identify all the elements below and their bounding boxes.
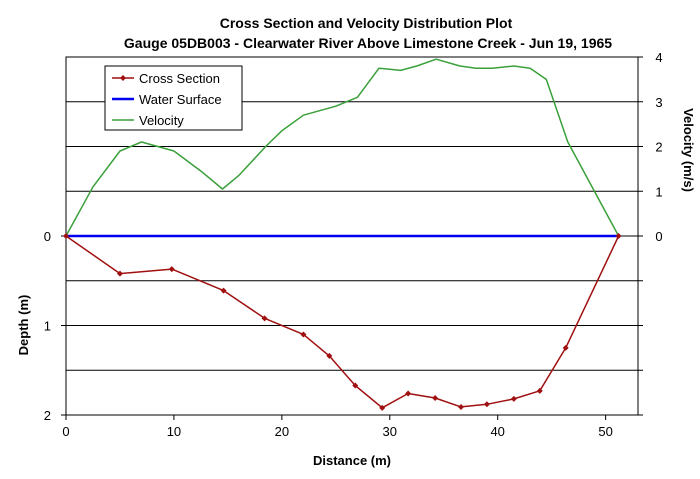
legend: Cross Section Water Surface Velocity — [104, 65, 243, 131]
data-point-cross-section — [220, 287, 227, 294]
legend-item-velocity: Velocity — [112, 113, 184, 128]
velocity-tick-label: 4 — [655, 50, 662, 65]
velocity-tick-label: 3 — [655, 95, 662, 110]
depth-tick-label: 2 — [44, 408, 51, 423]
velocity-tick-label: 1 — [655, 184, 662, 199]
series-layer — [63, 58, 622, 411]
data-point-cross-section — [300, 331, 307, 338]
data-point-cross-section — [615, 233, 622, 239]
data-point-cross-section — [405, 390, 412, 397]
depth-axis: 0 1 2 — [44, 229, 66, 423]
depth-tick-label: 1 — [44, 319, 51, 334]
chart-subtitle: Gauge 05DB003 - Clearwater River Above L… — [124, 35, 612, 51]
data-point-cross-section — [536, 387, 543, 394]
data-point-cross-section — [326, 352, 333, 359]
x-tick-label: 10 — [167, 424, 181, 439]
chart-title: Cross Section and Velocity Distribution … — [220, 15, 513, 31]
series-line-velocity — [65, 58, 620, 237]
depth-axis-label: Depth (m) — [16, 295, 31, 356]
data-point-cross-section — [379, 404, 386, 411]
velocity-tick-label: 2 — [655, 140, 662, 155]
series-line-cross-section — [65, 235, 620, 409]
legend-item-cross-section: Cross Section — [112, 71, 220, 86]
data-point-cross-section — [116, 270, 123, 277]
x-tick-label: 30 — [383, 424, 397, 439]
series-velocity — [65, 58, 620, 237]
x-tick-label: 50 — [598, 424, 612, 439]
x-tick-label: 20 — [275, 424, 289, 439]
data-point-cross-section — [510, 395, 517, 402]
data-point-cross-section — [261, 315, 268, 322]
legend-label-velocity: Velocity — [139, 113, 184, 128]
x-axis-label: Distance (m) — [313, 453, 391, 468]
legend-marker-cross-section — [120, 75, 126, 81]
data-point-cross-section — [432, 394, 439, 401]
series-cross-section — [63, 233, 622, 411]
velocity-axis-label: Velocity (m/s) — [681, 108, 696, 192]
depth-tick-label: 0 — [44, 229, 51, 244]
data-point-cross-section — [458, 403, 465, 410]
legend-label-cross-section: Cross Section — [139, 71, 220, 86]
data-point-cross-section — [483, 401, 490, 408]
data-point-cross-section — [63, 233, 69, 239]
legend-label-water-surface: Water Surface — [139, 92, 222, 107]
x-tick-label: 0 — [62, 424, 69, 439]
data-point-cross-section — [352, 382, 359, 389]
velocity-tick-label: 0 — [655, 229, 662, 244]
x-tick-label: 40 — [490, 424, 504, 439]
velocity-axis: 0 1 2 3 4 — [638, 50, 663, 416]
x-axis: 0 10 20 30 40 50 — [62, 415, 613, 439]
data-point-cross-section — [168, 266, 175, 273]
legend-item-water-surface: Water Surface — [112, 92, 222, 107]
data-point-cross-section — [562, 344, 569, 351]
